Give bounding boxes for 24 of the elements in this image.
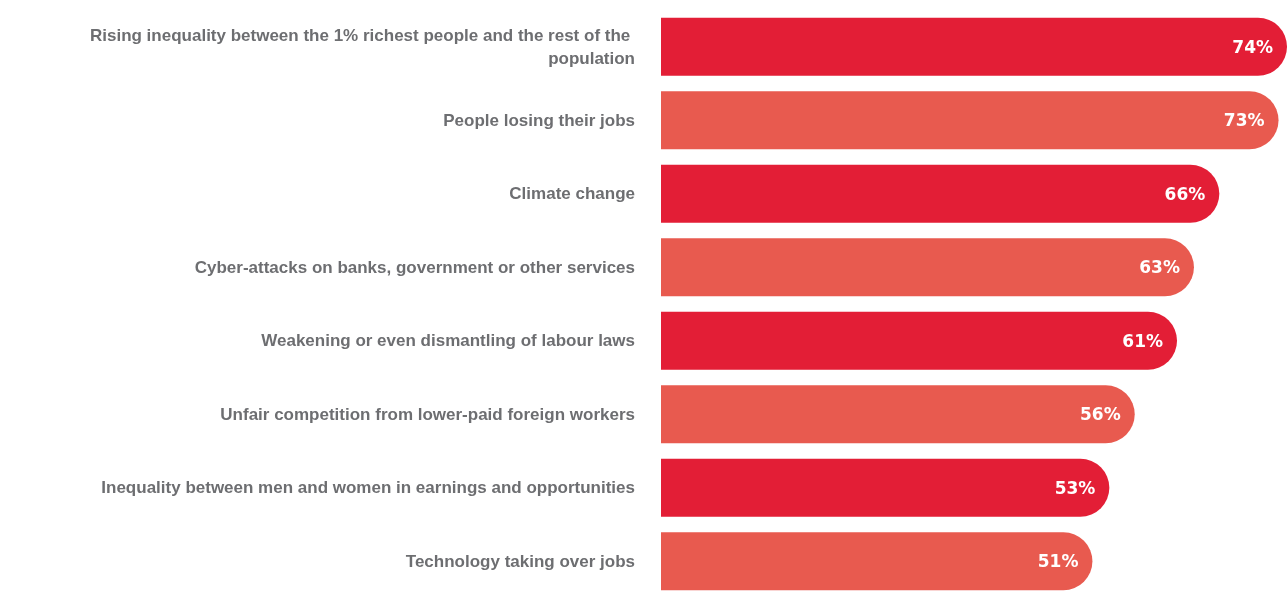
y-tick-label: People losing their jobs [443, 110, 635, 130]
bar [661, 385, 1135, 444]
y-tick-label: Technology taking over jobs [405, 551, 635, 571]
bar [661, 91, 1279, 150]
y-tick-label: Climate change [509, 184, 635, 204]
data-label: 66% [1164, 183, 1206, 204]
bar [661, 311, 1178, 370]
data-label: 51% [1037, 551, 1079, 572]
y-tick-label: Cyber-attacks on banks, government or other services [194, 257, 635, 277]
y-tick-label: Rising inequality between the 1% richest people and the rest of the population [89, 25, 635, 68]
bar [661, 164, 1220, 223]
y-tick-label: Inequality between men and women in earnings and opportunities [101, 478, 635, 498]
bar [661, 532, 1093, 591]
bar [661, 238, 1194, 297]
y-tick-label: Weakening or even dismantling of labour laws [261, 331, 635, 351]
data-label: 74% [1232, 36, 1273, 57]
y-tick-label: Unfair competition from lower-paid foreign workers [220, 404, 635, 424]
bar [661, 458, 1110, 517]
bar [661, 17, 1287, 76]
data-label: 61% [1122, 330, 1164, 351]
data-label: 73% [1223, 110, 1265, 131]
data-label: 63% [1139, 257, 1180, 278]
data-label: 56% [1080, 404, 1121, 425]
data-label: 53% [1054, 477, 1096, 498]
